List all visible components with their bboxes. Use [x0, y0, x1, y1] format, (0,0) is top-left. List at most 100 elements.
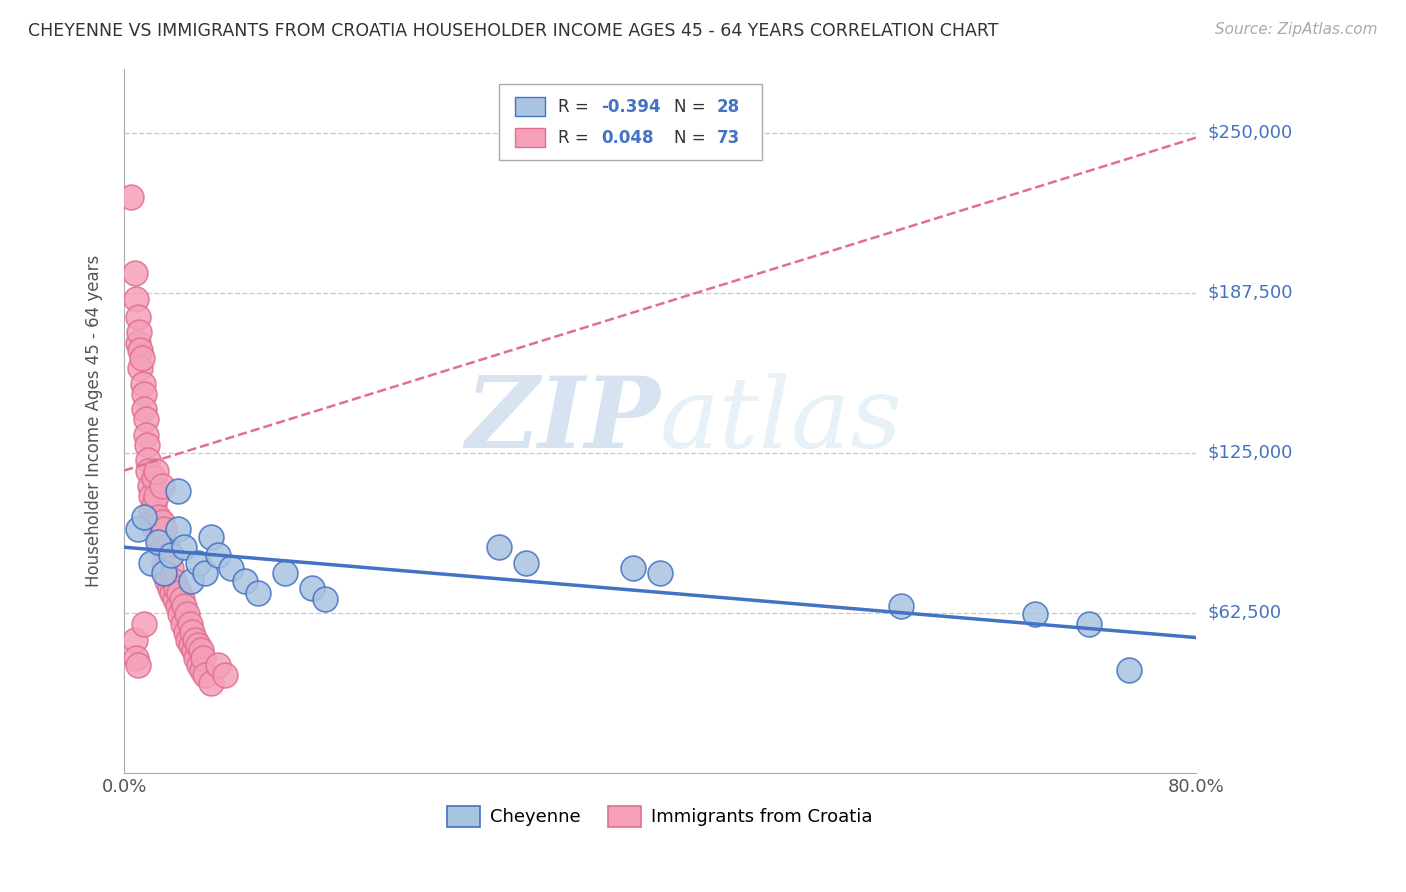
Point [167, 586, 190, 600]
Text: 0.048: 0.048 [602, 128, 654, 146]
Point [156, 574, 179, 588]
Point [135, 427, 157, 442]
Point [128, 326, 150, 340]
Point [145, 489, 167, 503]
Point [173, 541, 195, 555]
Point [153, 566, 176, 580]
Point [134, 617, 156, 632]
Point [138, 479, 160, 493]
Point [187, 638, 209, 652]
Point [150, 515, 173, 529]
Point [180, 638, 202, 652]
Point [139, 489, 162, 503]
Point [188, 658, 211, 673]
Point [233, 574, 256, 588]
Point [176, 607, 198, 621]
Point [180, 574, 202, 588]
Point [515, 556, 537, 570]
Point [124, 266, 146, 280]
Point [157, 548, 180, 562]
Point [146, 509, 169, 524]
Point [890, 599, 912, 614]
Point [214, 668, 236, 682]
Point [247, 586, 270, 600]
Point [142, 471, 165, 485]
Point [143, 523, 166, 537]
Point [207, 658, 229, 673]
Point [136, 464, 159, 478]
Point [139, 556, 162, 570]
Point [166, 484, 188, 499]
Point [132, 376, 155, 391]
Point [127, 335, 149, 350]
Point [488, 541, 510, 555]
Point [134, 509, 156, 524]
Point [149, 535, 172, 549]
Point [169, 607, 191, 621]
Point [129, 361, 152, 376]
Text: R =: R = [558, 128, 595, 146]
Point [186, 650, 208, 665]
Point [129, 343, 152, 358]
Point [1024, 607, 1046, 621]
Text: $187,500: $187,500 [1208, 284, 1292, 301]
Point [179, 617, 201, 632]
Text: R =: R = [558, 97, 595, 115]
Point [200, 676, 222, 690]
Point [314, 591, 336, 606]
Point [166, 523, 188, 537]
Point [146, 535, 169, 549]
Point [301, 582, 323, 596]
Point [163, 591, 186, 606]
Point [184, 632, 207, 647]
Point [148, 523, 170, 537]
Point [139, 504, 162, 518]
Y-axis label: Householder Income Ages 45 - 64 years: Householder Income Ages 45 - 64 years [86, 254, 103, 587]
Text: 28: 28 [717, 97, 740, 115]
Text: Source: ZipAtlas.com: Source: ZipAtlas.com [1215, 22, 1378, 37]
Point [193, 566, 215, 580]
Text: $62,500: $62,500 [1208, 604, 1281, 622]
Text: ZIP: ZIP [465, 372, 659, 469]
Point [160, 561, 183, 575]
Point [127, 310, 149, 324]
Text: atlas: atlas [659, 373, 903, 468]
Point [141, 515, 163, 529]
Text: $125,000: $125,000 [1208, 443, 1292, 462]
FancyBboxPatch shape [516, 97, 546, 116]
Point [193, 650, 215, 665]
Point [1118, 663, 1140, 677]
Point [155, 566, 177, 580]
Point [160, 548, 183, 562]
Point [648, 566, 671, 580]
Text: N =: N = [673, 97, 711, 115]
Point [177, 632, 200, 647]
Point [145, 464, 167, 478]
Point [221, 561, 243, 575]
Point [125, 292, 148, 306]
Point [124, 632, 146, 647]
Text: CHEYENNE VS IMMIGRANTS FROM CROATIA HOUSEHOLDER INCOME AGES 45 - 64 YEARS CORREL: CHEYENNE VS IMMIGRANTS FROM CROATIA HOUS… [28, 22, 998, 40]
Point [1077, 617, 1099, 632]
FancyBboxPatch shape [499, 84, 762, 160]
Point [193, 668, 215, 682]
FancyBboxPatch shape [516, 128, 546, 147]
Point [621, 561, 644, 575]
Point [183, 643, 205, 657]
Text: -0.394: -0.394 [602, 97, 661, 115]
Point [172, 617, 194, 632]
Point [135, 438, 157, 452]
Point [152, 541, 174, 555]
Point [135, 412, 157, 426]
Point [127, 523, 149, 537]
Point [187, 556, 209, 570]
Point [142, 497, 165, 511]
Point [159, 582, 181, 596]
Point [153, 556, 176, 570]
Point [136, 453, 159, 467]
Text: N =: N = [673, 128, 711, 146]
Point [134, 386, 156, 401]
Point [170, 591, 193, 606]
Point [153, 523, 176, 537]
Legend: Cheyenne, Immigrants from Croatia: Cheyenne, Immigrants from Croatia [440, 799, 880, 834]
